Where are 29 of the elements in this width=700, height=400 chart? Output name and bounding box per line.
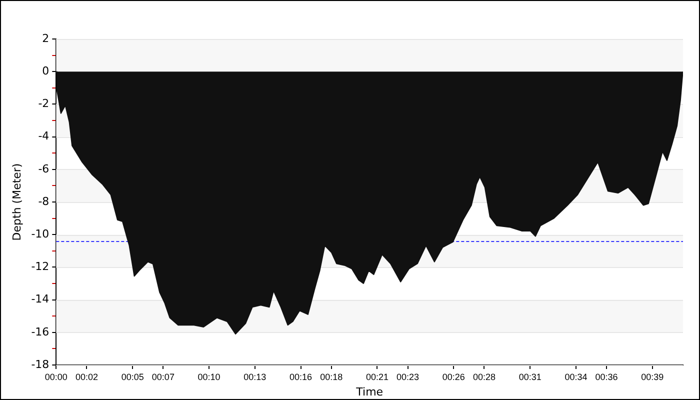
x-tick-label: 00:00 (44, 372, 68, 382)
x-tick-label: 00:28 (472, 372, 496, 382)
x-tick-label: 00:05 (121, 372, 144, 382)
x-tick-label: 00:16 (290, 372, 312, 382)
y-tick-label: -8 (38, 194, 50, 208)
x-tick-label: 00:34 (564, 372, 588, 382)
y-axis-title: Depth (Meter) (10, 163, 24, 241)
x-tick-label: 00:26 (442, 372, 465, 382)
x-tick-label: 00:07 (152, 372, 174, 382)
y-tick-label: 2 (42, 32, 50, 45)
y-tick-label: -6 (38, 162, 50, 176)
x-axis-title: Time (355, 385, 384, 398)
y-tick-label: 0 (42, 64, 50, 78)
x-tick-label: 00:21 (366, 372, 388, 382)
x-tick-label: 00:36 (595, 372, 618, 382)
x-tick-label: 00:39 (641, 372, 664, 382)
x-tick-label: 00:10 (198, 372, 220, 382)
x-tick-label: 00:02 (75, 372, 98, 382)
y-tick-label: -18 (31, 358, 50, 371)
y-tick-label: -12 (31, 260, 50, 274)
x-tick-label: 00:23 (396, 372, 420, 382)
x-tick-label: 00:13 (244, 372, 266, 382)
y-tick-label: -14 (31, 292, 50, 306)
y-tick-label: -2 (38, 97, 50, 110)
y-tick-label: -10 (31, 227, 50, 240)
x-tick-label: 00:31 (518, 372, 542, 382)
y-tick-label: -16 (31, 325, 50, 338)
x-tick-label: 00:18 (320, 372, 343, 382)
y-tick-label: -4 (38, 130, 50, 143)
